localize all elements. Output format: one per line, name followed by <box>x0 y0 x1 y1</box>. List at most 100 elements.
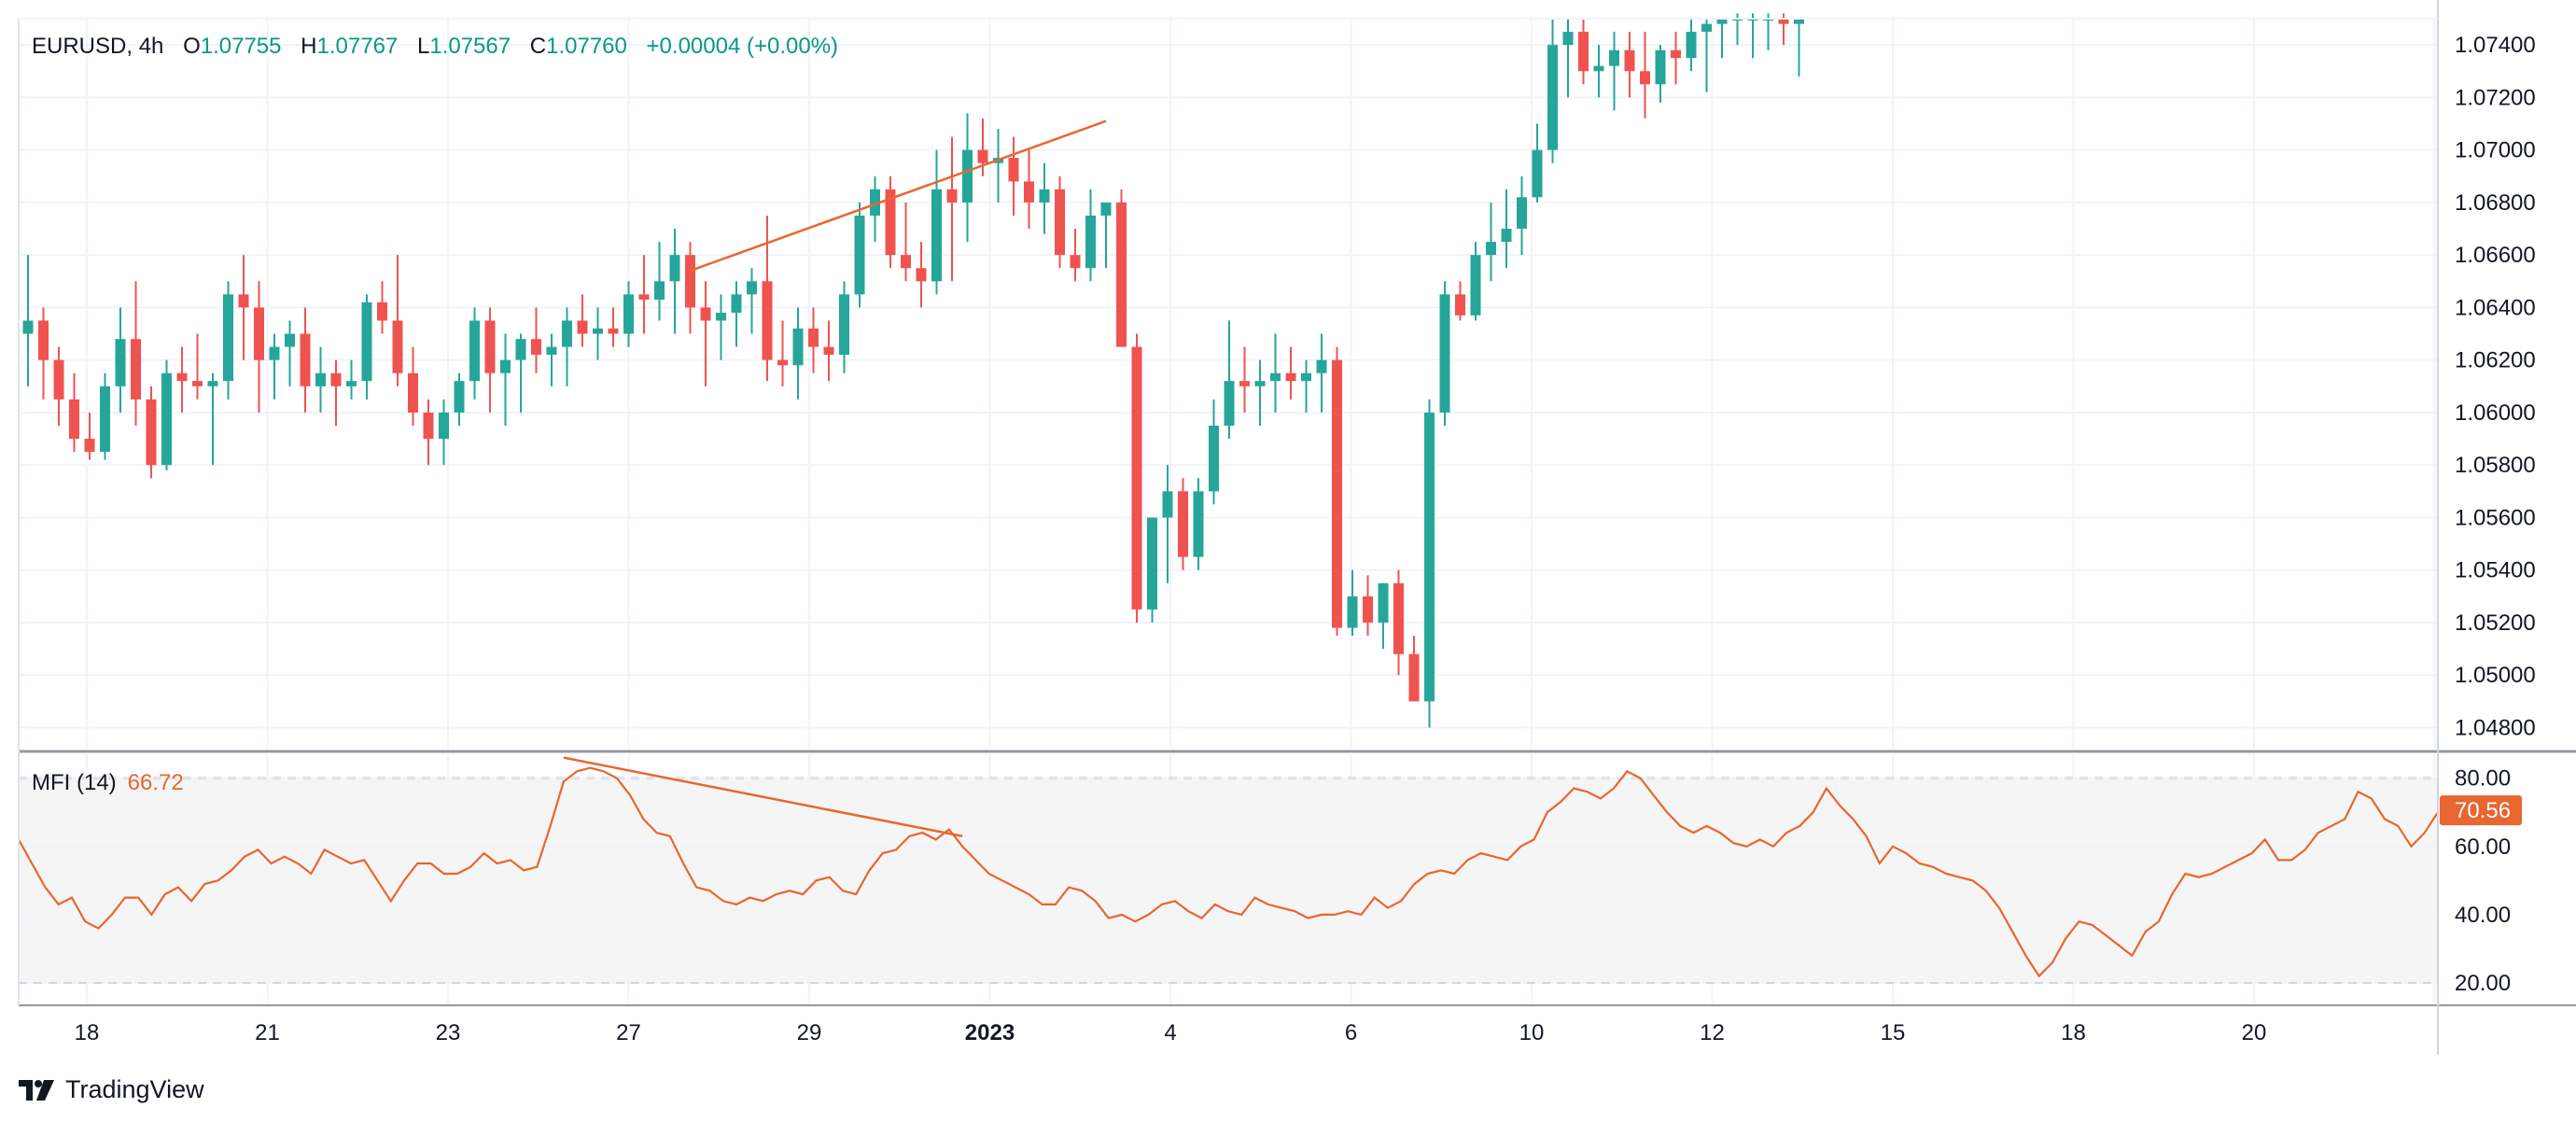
candle[interactable] <box>593 307 603 360</box>
candle[interactable] <box>1193 478 1204 570</box>
candles[interactable] <box>22 13 1805 728</box>
candle[interactable] <box>562 307 572 386</box>
candle[interactable] <box>377 281 387 334</box>
candle[interactable] <box>901 202 911 282</box>
candle[interactable] <box>531 307 541 373</box>
candle[interactable] <box>408 346 418 427</box>
candle[interactable] <box>53 346 64 427</box>
candle[interactable] <box>192 333 203 400</box>
candle[interactable] <box>223 281 233 400</box>
candle[interactable] <box>1609 32 1619 111</box>
candle[interactable] <box>361 294 372 400</box>
candle[interactable] <box>500 333 511 427</box>
candle[interactable] <box>1285 346 1296 400</box>
candle[interactable] <box>1178 478 1188 570</box>
candle[interactable] <box>1008 136 1019 216</box>
candle[interactable] <box>1270 333 1281 413</box>
candle[interactable] <box>1116 189 1127 347</box>
candle[interactable] <box>823 320 834 382</box>
price-trendline-segment[interactable] <box>690 119 1107 273</box>
candle[interactable] <box>1224 320 1235 440</box>
mfi-axis[interactable]: 20.00 40.00 60.00 80.00 70.56 <box>2440 766 2522 996</box>
candle[interactable] <box>1316 333 1327 413</box>
candle[interactable] <box>916 242 927 308</box>
candle[interactable] <box>115 307 126 413</box>
candle[interactable] <box>1347 569 1358 637</box>
candle[interactable] <box>1301 359 1311 413</box>
candle[interactable] <box>346 359 357 400</box>
candle[interactable] <box>1747 13 1758 59</box>
candle[interactable] <box>1055 175 1065 269</box>
candle[interactable] <box>546 333 557 386</box>
candle[interactable] <box>1532 123 1543 203</box>
candle[interactable] <box>207 372 218 466</box>
candle[interactable] <box>638 255 650 334</box>
candle[interactable] <box>161 359 172 470</box>
candle[interactable] <box>1424 399 1435 728</box>
candle[interactable] <box>1578 19 1589 85</box>
price-axis[interactable]: 1.04800 1.05000 1.05200 1.05400 1.05600 1.058… <box>2455 33 2536 740</box>
candle[interactable] <box>1363 575 1373 637</box>
candle[interactable] <box>1701 19 1712 92</box>
candle[interactable] <box>285 320 295 386</box>
candle[interactable] <box>1455 281 1465 321</box>
candle[interactable] <box>238 255 249 360</box>
candle[interactable] <box>1070 229 1081 282</box>
candle[interactable] <box>439 399 449 466</box>
candle[interactable] <box>1562 19 1574 98</box>
candle[interactable] <box>731 281 742 347</box>
candle[interactable] <box>469 307 480 400</box>
candle[interactable] <box>1254 359 1266 427</box>
candle[interactable] <box>716 294 726 360</box>
candle[interactable] <box>176 346 188 413</box>
candle[interactable] <box>1470 242 1481 321</box>
candle[interactable] <box>315 346 326 413</box>
candle[interactable] <box>1671 32 1681 85</box>
candle[interactable] <box>1517 175 1527 256</box>
mfi-legend[interactable]: MFI (14) 66.72 <box>32 770 184 796</box>
candle[interactable] <box>1655 45 1666 104</box>
candle[interactable] <box>392 255 403 386</box>
candle[interactable] <box>1624 32 1635 98</box>
symbol-name[interactable]: EURUSD <box>32 34 127 59</box>
candle[interactable] <box>747 268 757 334</box>
candle[interactable] <box>839 281 849 373</box>
candle[interactable] <box>1131 333 1142 623</box>
candle[interactable] <box>1239 346 1250 413</box>
candle[interactable] <box>608 307 619 347</box>
candle[interactable] <box>1439 281 1450 427</box>
mfi-last-value-badge[interactable] <box>2440 795 2522 826</box>
candle[interactable] <box>1039 162 1050 234</box>
candle[interactable] <box>685 242 695 334</box>
mfi-line[interactable] <box>18 766 2439 978</box>
candle[interactable] <box>484 307 496 413</box>
candle[interactable] <box>454 372 465 427</box>
candle[interactable] <box>38 307 49 400</box>
candle[interactable] <box>808 307 819 373</box>
interval-label[interactable]: 4h <box>138 34 164 59</box>
candle[interactable] <box>1393 569 1404 676</box>
candle[interactable] <box>993 129 1003 203</box>
candle[interactable] <box>131 281 141 427</box>
candle[interactable] <box>22 255 34 386</box>
candle[interactable] <box>1209 399 1219 505</box>
candle[interactable] <box>1593 45 1604 98</box>
tradingview-logo[interactable]: TradingView <box>19 1075 204 1104</box>
candle[interactable] <box>1686 19 1697 72</box>
candle[interactable] <box>423 399 434 466</box>
mfi-trendline[interactable] <box>563 756 963 838</box>
candle[interactable] <box>1024 149 1034 230</box>
candle[interactable] <box>623 281 634 347</box>
mfi-trendline-segment[interactable] <box>563 756 963 838</box>
time-axis[interactable]: 18 21 23 27 29 2023 4 6 10 12 15 18 20 <box>75 1020 2267 1045</box>
candle[interactable] <box>69 372 79 453</box>
candle[interactable] <box>1378 582 1389 650</box>
candle[interactable] <box>330 359 342 427</box>
candle[interactable] <box>962 113 973 243</box>
candle[interactable] <box>269 333 280 400</box>
candle[interactable] <box>1100 202 1112 269</box>
candle[interactable] <box>515 333 526 413</box>
candle[interactable] <box>1085 189 1096 282</box>
candle[interactable] <box>1162 465 1173 583</box>
candle[interactable] <box>700 281 711 386</box>
